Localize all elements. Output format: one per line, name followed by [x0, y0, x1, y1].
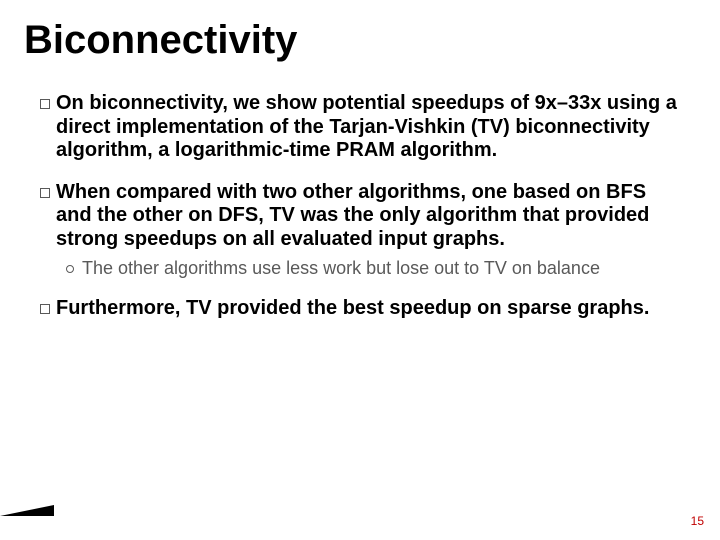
sub-bullet-2a: The other algorithms use less work but l… — [66, 258, 680, 280]
slide: Biconnectivity On biconnectivity, we sho… — [0, 0, 720, 540]
square-bullet-icon — [40, 304, 50, 314]
body-text-frame: On biconnectivity, we show potential spe… — [40, 92, 680, 321]
bullet-2-text: When compared with two other algorithms,… — [56, 181, 680, 252]
bullet-3-text: Furthermore, TV provided the best speedu… — [56, 297, 680, 321]
page-number: 15 — [691, 514, 704, 528]
bullet-3: Furthermore, TV provided the best speedu… — [40, 297, 680, 321]
square-bullet-icon — [40, 188, 50, 198]
bullet-2: When compared with two other algorithms,… — [40, 181, 680, 252]
slide-title: Biconnectivity — [24, 18, 297, 63]
ring-bullet-icon — [66, 265, 74, 273]
accent-triangle — [0, 505, 54, 516]
square-bullet-icon — [40, 99, 50, 109]
bullet-1: On biconnectivity, we show potential spe… — [40, 92, 680, 163]
bullet-1-text: On biconnectivity, we show potential spe… — [56, 92, 680, 163]
sub-bullet-2a-text: The other algorithms use less work but l… — [82, 258, 680, 280]
